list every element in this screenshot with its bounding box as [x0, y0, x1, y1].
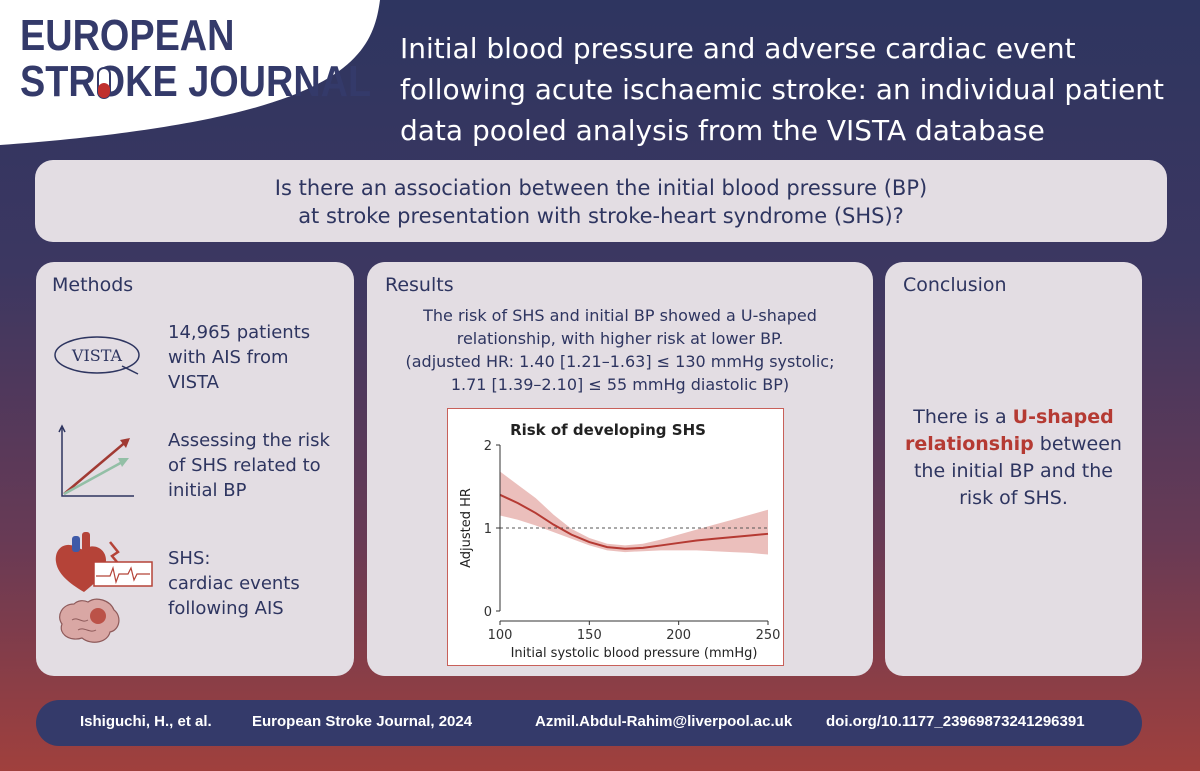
results-summary: The risk of SHS and initial BP showed a …: [387, 304, 853, 396]
rising-trend-icon: [58, 424, 134, 497]
brain-icon: [59, 598, 120, 643]
footer-doi-link[interactable]: doi.org/10.1177_23969873241296391: [826, 713, 1085, 730]
method-1-line-3: VISTA: [168, 372, 219, 393]
confidence-band: [500, 471, 768, 555]
method-item-1-text: 14,965 patients with AIS from VISTA: [168, 320, 310, 395]
method-item-3-text: SHS: cardiac events following AIS: [168, 546, 300, 621]
method-1-line-1: 14,965 patients: [168, 322, 311, 343]
conclusion-text-post: between the initial BP and the risk of S…: [913, 433, 1122, 509]
question-line-1: Is there an association between the init…: [274, 176, 928, 200]
heart-brain-icon: [55, 532, 153, 643]
method-2-line-1: Assessing the risk: [168, 430, 330, 451]
x-axis-label: Initial systolic blood pressure (mmHg): [511, 646, 758, 661]
results-panel: Results The risk of SHS and initial BP s…: [367, 262, 873, 676]
chart-title: Risk of developing SHS: [510, 421, 706, 439]
conclusion-heading: Conclusion: [903, 274, 1007, 296]
method-item-2-text: Assessing the risk of SHS related to ini…: [168, 428, 330, 503]
method-2-line-3: initial BP: [168, 480, 247, 501]
method-3-line-1: SHS:: [168, 548, 211, 569]
logo-background: [0, 0, 380, 145]
question-panel: Is there an association between the init…: [35, 160, 1167, 242]
method-3-line-3: following AIS: [168, 598, 284, 619]
methods-panel: Methods VISTA 14,965 patients with AIS f…: [36, 262, 354, 676]
x-tick-label: 250: [756, 628, 781, 643]
journal-logo-line1: EUROPEAN: [20, 11, 235, 60]
results-line-1: The risk of SHS and initial BP showed a …: [423, 306, 817, 325]
results-line-3: (adjusted HR: 1.40 [1.21–1.63] ≤ 130 mmH…: [405, 352, 835, 371]
y-axis-label: Adjusted HR: [459, 488, 474, 568]
vista-logo-icon: VISTA: [54, 336, 140, 375]
poster-title: Initial blood pressure and adverse cardi…: [400, 32, 1165, 147]
x-tick-label: 200: [666, 628, 691, 643]
method-1-line-2: with AIS from: [168, 347, 289, 368]
hr-curve: [499, 493, 769, 550]
vista-logo-text: VISTA: [71, 346, 123, 365]
conclusion-panel: Conclusion There is a U-shaped relations…: [885, 262, 1142, 676]
research-question: Is there an association between the init…: [35, 174, 1167, 230]
results-heading: Results: [385, 274, 454, 296]
y-tick-label: 1: [484, 522, 492, 537]
footer-citation: European Stroke Journal, 2024: [252, 713, 473, 730]
results-line-2: relationship, with higher risk at lower …: [456, 329, 784, 348]
footer-email[interactable]: Azmil.Abdul-Rahim@liverpool.ac.uk: [535, 713, 793, 730]
journal-logo-line2: STROKE JOURNAL: [20, 57, 372, 106]
logo-pill-icon: [97, 67, 111, 99]
conclusion-statement: There is a U-shaped relationship between…: [895, 404, 1132, 512]
hr-chart: 0 1 2 100 150 200 250 Risk of developing SHS Ini…: [459, 421, 781, 661]
question-line-2: at stroke presentation with stroke-heart…: [298, 204, 904, 228]
y-tick-label: 2: [484, 439, 492, 454]
x-tick-label: 100: [488, 628, 513, 643]
methods-heading: Methods: [52, 274, 134, 296]
chart-container: 0 1 2 100 150 200 250 Risk of developing SHS Ini…: [447, 408, 784, 666]
results-line-4: 1.71 [1.39–2.10] ≤ 55 mmHg diastolic BP): [450, 375, 790, 394]
x-tick-label: 150: [577, 628, 602, 643]
method-3-line-2: cardiac events: [168, 573, 300, 594]
conclusion-text-pre: There is a: [913, 406, 1013, 428]
footer-authors: Ishiguchi, H., et al.: [80, 713, 212, 730]
conclusion-highlight: U-shaped relationship: [905, 406, 1114, 455]
footer-bar: Ishiguchi, H., et al. European Stroke Jo…: [36, 700, 1142, 746]
y-tick-label: 0: [484, 605, 492, 620]
method-2-line-2: of SHS related to: [168, 455, 321, 476]
